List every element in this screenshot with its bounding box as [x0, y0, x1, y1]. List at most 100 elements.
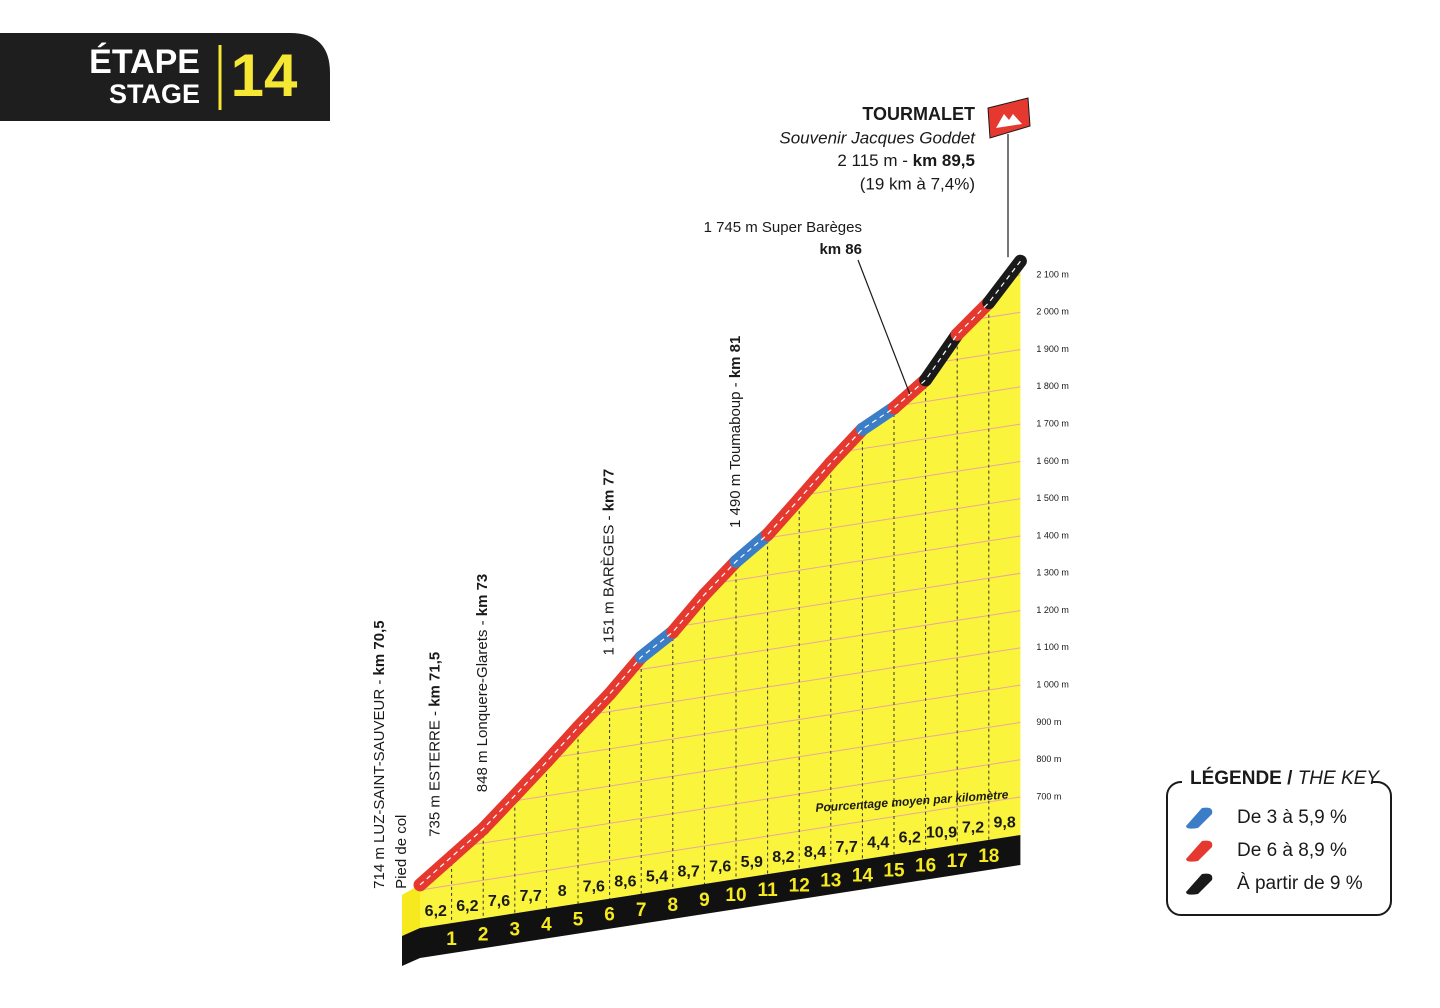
waypoint-km: km 81 — [727, 336, 744, 379]
profile: 1 2 3 4 5 6 7 8 9 10 11 12 13 14 15 16 17 186,2 6,2 7,6 7,7 8… — [402, 254, 1027, 967]
gradient-label: 10,9 — [926, 824, 957, 841]
y-tick-label: 1 800 m — [1036, 381, 1069, 391]
grid-line — [420, 796, 1021, 891]
km-label: 6 — [604, 905, 615, 926]
summit-elevation-label: 2 115 m - — [837, 151, 912, 170]
y-tick-label: 1 700 m — [1036, 419, 1069, 429]
legend-title-bg — [1182, 768, 1372, 790]
gradient-label: 8,7 — [677, 864, 699, 881]
km-label: 7 — [636, 900, 647, 921]
gradient-label: 7,6 — [488, 893, 510, 910]
gradient-segment — [919, 327, 964, 387]
waypoint-leader — [857, 259, 911, 395]
y-tick-label: 1 100 m — [1036, 642, 1069, 652]
km-label: 5 — [573, 910, 584, 931]
km-label: 17 — [947, 851, 968, 872]
legend-label: À partir de 9 % — [1237, 873, 1363, 894]
legend-swatch — [1186, 840, 1213, 862]
waypoint-name: 1 745 m Super Barèges — [704, 219, 862, 236]
km-label: 15 — [883, 861, 905, 882]
header-stage: STAGE — [109, 79, 200, 109]
grid-line — [420, 274, 1021, 369]
header-number: 14 — [231, 42, 298, 109]
km-label: 10 — [725, 885, 746, 906]
gradient-label: 7,6 — [583, 878, 605, 895]
waypoint-km: km 73 — [474, 574, 491, 617]
legend-label: De 3 à 5,9 % — [1237, 807, 1347, 828]
y-tick-label: 2 100 m — [1036, 269, 1069, 279]
km-label: 8 — [668, 895, 679, 916]
legend-swatch — [1186, 807, 1213, 829]
km-label: 11 — [758, 880, 779, 901]
km-label: 13 — [820, 870, 841, 891]
legend-title-fr: LÉGENDE / — [1190, 767, 1298, 789]
summit-summary: (19 km à 7,4%) — [860, 174, 975, 193]
y-tick-label: 1 000 m — [1036, 680, 1069, 690]
gradient-label: 6,2 — [456, 898, 478, 915]
y-tick-label: 800 m — [1036, 754, 1061, 764]
gradient-label: 5,9 — [741, 854, 763, 871]
gradient-label: 6,2 — [425, 903, 447, 920]
waypoint-name: 714 m LUZ-SAINT-SAUVEUR - — [371, 675, 388, 888]
y-tick-label: 1 400 m — [1036, 530, 1069, 540]
gradient-label: 7,7 — [835, 839, 857, 856]
waypoint-name: 735 m ESTERRE - — [427, 707, 444, 837]
gradient-label: 6,2 — [899, 829, 921, 846]
gradient-label: 4,4 — [867, 834, 889, 851]
gradient-label: 7,2 — [962, 820, 984, 837]
waypoint-label: 735 m ESTERRE - km 71,5 — [427, 652, 444, 837]
km-label: 14 — [852, 866, 874, 887]
km-label: 12 — [789, 875, 810, 896]
gradient-label: 9,8 — [993, 815, 1015, 832]
summit-flag-icon — [996, 114, 1022, 128]
base-band — [420, 835, 1021, 959]
gradient-label: 7,6 — [709, 859, 731, 876]
km-label: 4 — [541, 914, 552, 935]
waypoint-name: 1 490 m Toumaboup - — [727, 378, 744, 528]
waypoint-name: 848 m Lonquere-Glarets - — [474, 616, 491, 792]
header-etape: ÉTAPE — [89, 43, 200, 81]
summit-km: km 89,5 — [913, 151, 975, 170]
waypoint-km: km 77 — [600, 469, 617, 512]
km-label: 18 — [978, 846, 999, 867]
legend-title: LÉGENDE / THE KEY — [1190, 767, 1380, 789]
legend-title-en: THE KEY — [1298, 768, 1381, 789]
waypoint-label: 1 490 m Toumaboup - km 81 — [727, 336, 744, 528]
summit-elevation: 2 115 m - km 89,5 — [837, 151, 975, 170]
legend-label: De 6 à 8,9 % — [1237, 840, 1347, 861]
summit-name: TOURMALET — [862, 104, 975, 124]
header-bg — [0, 33, 330, 121]
waypoint-km: km 86 — [819, 241, 862, 258]
y-tick-label: 1 900 m — [1036, 344, 1069, 354]
gradient-label: 8,2 — [772, 849, 794, 866]
waypoint-label: 714 m LUZ-SAINT-SAUVEUR - km 70,5 — [371, 620, 388, 888]
waypoint-label: 1 151 m BARÈGES - km 77 — [600, 469, 617, 656]
summit-subtitle: Souvenir Jacques Goddet — [779, 128, 976, 147]
legend: LÉGENDE / THE KEY De 3 à 5,9 % De 6 à 8,9… — [1166, 767, 1392, 916]
gradient-label: 8,6 — [614, 873, 636, 890]
grid-line — [420, 721, 1021, 816]
km-label: 1 — [446, 929, 457, 950]
waypoint-label: 848 m Lonquere-Glarets - km 73 — [474, 574, 491, 792]
front-face — [402, 884, 420, 937]
km-label: 9 — [699, 890, 710, 911]
header: ÉTAPE STAGE 14 — [0, 33, 330, 121]
y-tick-label: 2 000 m — [1036, 307, 1069, 317]
y-tick-label: 1 200 m — [1036, 605, 1069, 615]
waypoint-name: 1 151 m BARÈGES - — [600, 511, 617, 655]
km-label: 3 — [510, 919, 521, 940]
y-tick-label: 1 500 m — [1036, 493, 1069, 503]
y-tick-label: 1 300 m — [1036, 568, 1069, 578]
grid-line — [420, 759, 1021, 854]
gradient-label: 8,4 — [804, 844, 826, 861]
km-label: 2 — [478, 924, 489, 945]
gradient-label: 8 — [558, 883, 567, 900]
waypoint-km: km 70,5 — [371, 620, 388, 675]
y-tick-label: 900 m — [1036, 717, 1061, 727]
summit-flag — [987, 97, 1031, 139]
gradient-label: 5,4 — [646, 869, 668, 886]
road-centerline — [419, 260, 1021, 886]
waypoint-km: km 71,5 — [427, 652, 444, 707]
